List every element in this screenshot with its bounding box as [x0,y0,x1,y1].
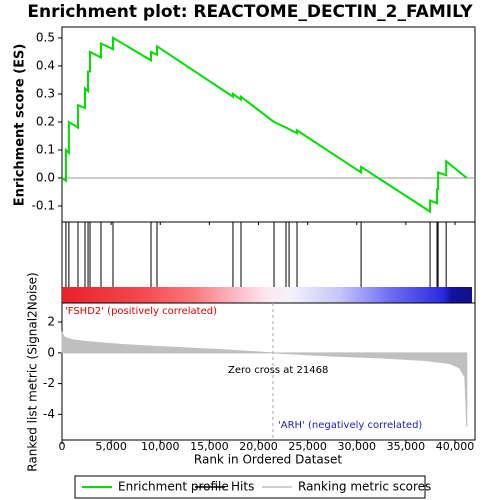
zero-cross-annotation: Zero cross at 21468 [228,365,328,376]
x-tick-label: 40,000 [436,440,475,453]
x-tick-label: 30,000 [338,440,377,453]
y-axis-label: Enrichment score (ES) [13,44,28,207]
es-frame [61,26,476,223]
chart-title: Enrichment plot: REACTOME_DECTIN_2_FAMIL… [27,2,473,22]
x-axis-label: Rank in Ordered Dataset [194,453,342,467]
x-tick-label: 35,000 [387,440,426,453]
y2-axis-label: Ranked list metric (Signal2Noise) [26,272,40,471]
y2-tick-label: -4 [43,407,55,421]
y2-tick-label: 2 [47,315,55,329]
y-tick-label: 0.0 [36,171,55,185]
legend-label: Enrichment profile [118,480,229,494]
metric-frame [61,302,476,441]
x-tick-label: 0 [59,440,66,453]
positive-annotation: 'FSHD2' (positively correlated) [65,306,217,317]
y-tick-label: 0.4 [36,58,55,72]
legend [74,475,426,499]
y-tick-label: 0.2 [36,114,55,128]
y-tick-label: 0.3 [36,86,55,100]
x-tick-label: 20,000 [239,440,278,453]
x-tick-label: 10,000 [141,440,180,453]
x-tick-label: 15,000 [190,440,229,453]
legend-label: Ranking metric scores [298,480,431,494]
y2-tick-label: 0 [47,345,55,359]
x-tick-label: 25,000 [288,440,327,453]
y-tick-label: -0.1 [32,199,55,213]
negative-annotation: 'ARH' (negatively correlated) [278,420,422,431]
y-tick-label: 0.1 [36,142,55,156]
metric-area [61,331,468,427]
rank-color-bar [62,287,472,303]
legend-label: Hits [231,480,254,494]
y-tick-label: 0.5 [36,30,55,44]
y2-tick-label: -2 [43,376,55,390]
es-curve [61,36,468,214]
x-tick-label: 5,000 [95,440,127,453]
